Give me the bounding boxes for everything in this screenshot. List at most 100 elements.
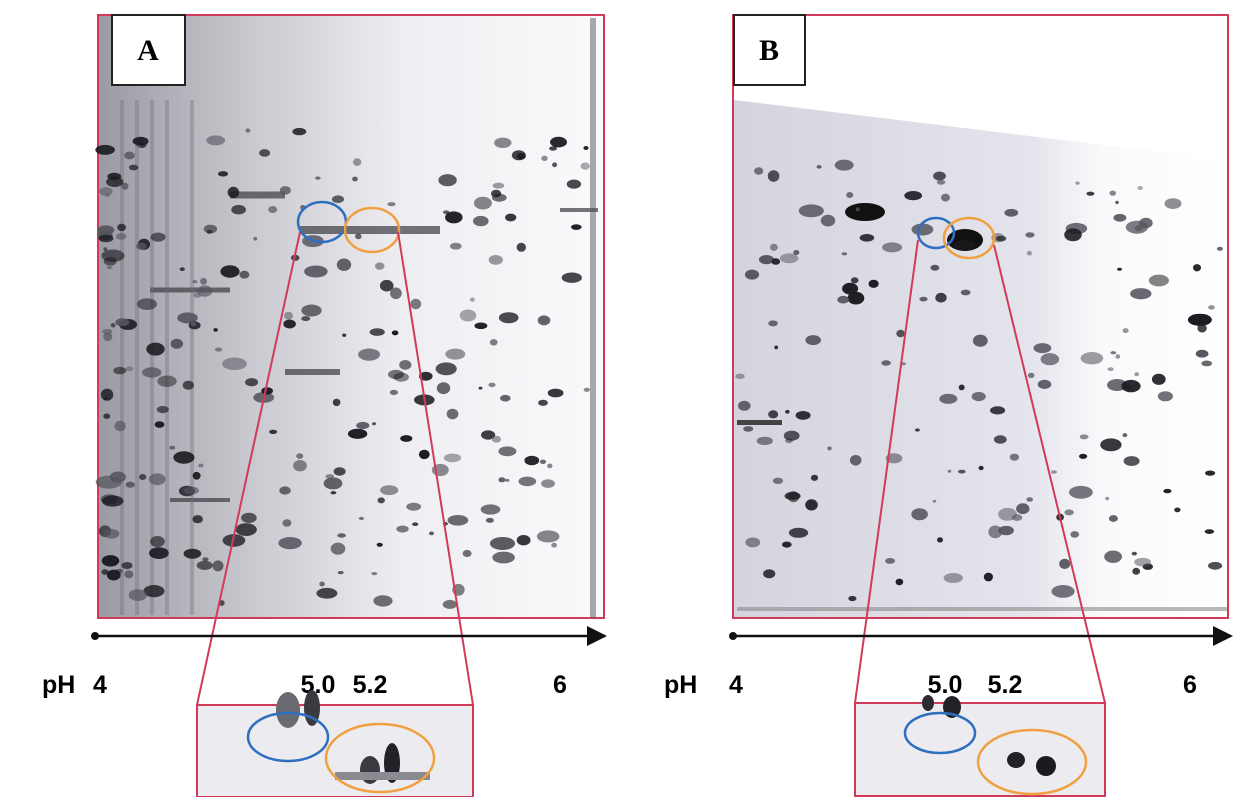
gel-spot <box>204 225 217 234</box>
tick-label: 6 <box>553 671 567 699</box>
gel-spot <box>388 370 404 379</box>
gel-spot <box>500 395 511 402</box>
gel-spot <box>488 383 495 388</box>
gel-spot <box>785 410 790 414</box>
gel-spot <box>1217 247 1223 251</box>
gel-spot <box>827 446 831 450</box>
gel-spot <box>245 378 258 386</box>
gel-spot <box>436 362 457 375</box>
gel-spot <box>390 288 402 300</box>
gel-image <box>98 15 604 618</box>
gel-spot <box>315 176 321 179</box>
gel-spot <box>881 360 891 365</box>
gel-spot <box>490 537 515 550</box>
gel-spot <box>192 280 197 283</box>
gel-spot <box>1109 515 1118 522</box>
gel-spot <box>97 225 114 234</box>
gel-spot <box>373 595 392 606</box>
gel-spot <box>1081 352 1104 364</box>
gel-spot <box>261 387 273 394</box>
gel-spot <box>837 296 849 304</box>
gel-spot <box>1188 314 1212 326</box>
gel-spot <box>378 497 385 503</box>
gel-spot <box>1104 551 1122 563</box>
gel-spot <box>473 216 489 226</box>
gel-spot <box>180 267 185 271</box>
gel-spot <box>463 550 472 557</box>
gel-spot <box>1069 486 1093 499</box>
gel-spot <box>1205 471 1215 476</box>
gel-spot <box>268 206 277 213</box>
gel-spot <box>517 243 526 252</box>
gel-spot <box>481 504 501 514</box>
gel-spot <box>988 526 1002 539</box>
tick-label: 6 <box>1183 671 1197 699</box>
gel-spot <box>246 128 251 132</box>
gel-spot <box>856 207 860 211</box>
gel-spot <box>581 163 590 170</box>
gel-spot <box>171 339 183 349</box>
gel-spot <box>1052 585 1075 598</box>
gel-spot <box>293 460 307 471</box>
gel-spot <box>129 589 147 601</box>
gel-spot <box>279 486 290 494</box>
gel-spot <box>1025 232 1034 237</box>
gel-spot <box>772 258 781 265</box>
gel-spot <box>103 397 108 400</box>
gel-spot <box>1123 433 1128 437</box>
gel-spot <box>300 226 440 234</box>
gel-spot <box>399 360 411 370</box>
gel-spot <box>768 410 778 418</box>
gel-spot <box>773 478 783 484</box>
gel-spot <box>498 477 505 482</box>
gel-spot <box>390 390 398 395</box>
gel-spot <box>358 349 380 361</box>
gel-spot <box>973 335 988 347</box>
gel-spot <box>1051 470 1057 474</box>
gel-spot <box>821 215 835 227</box>
gel-spot <box>443 600 457 609</box>
gel-spot <box>193 472 201 480</box>
gel-spot <box>1208 305 1215 310</box>
gel-spot <box>990 406 1005 414</box>
gel-spot <box>1075 182 1079 185</box>
gel-spot <box>104 529 120 539</box>
gel-spot <box>489 255 503 265</box>
gel-spot <box>571 224 582 230</box>
gel-spot <box>296 453 303 459</box>
gel-spot <box>788 491 799 502</box>
gel-spot <box>512 150 526 160</box>
gel-spot <box>737 607 1227 611</box>
gel-spot <box>939 394 957 404</box>
gel-spot <box>869 280 879 288</box>
gel-spot <box>155 421 165 428</box>
gel-spot <box>1132 568 1140 575</box>
gel-spot <box>370 328 385 336</box>
gel-spot <box>215 348 222 352</box>
gel-spot <box>1064 509 1073 515</box>
axis-label: pH <box>664 671 697 699</box>
gel-spot <box>326 474 335 479</box>
gel-spot <box>1205 529 1214 534</box>
tick-label: 4 <box>93 671 107 699</box>
gel-spot <box>590 18 596 618</box>
gel-spot <box>1134 372 1139 376</box>
gel-spot <box>129 165 138 171</box>
gel-spot <box>1027 251 1032 256</box>
gel-spot <box>915 428 920 431</box>
gel-spot <box>933 500 937 503</box>
gel-spot <box>184 549 202 559</box>
gel-spot <box>1134 558 1151 567</box>
gel-spot <box>193 293 201 298</box>
gel-spot <box>282 519 291 526</box>
gel-spot <box>774 346 778 350</box>
gel-spot <box>524 456 539 465</box>
panel-b: B pH 4 5.0 5.2 6 <box>664 15 1231 796</box>
gel-spot <box>1163 489 1171 493</box>
gel-spot <box>1105 497 1109 500</box>
axis-start <box>91 632 99 640</box>
gel-spot <box>356 422 369 429</box>
gel-spot <box>1113 214 1126 222</box>
gel-spot <box>124 152 135 160</box>
gel-spot <box>492 552 515 564</box>
